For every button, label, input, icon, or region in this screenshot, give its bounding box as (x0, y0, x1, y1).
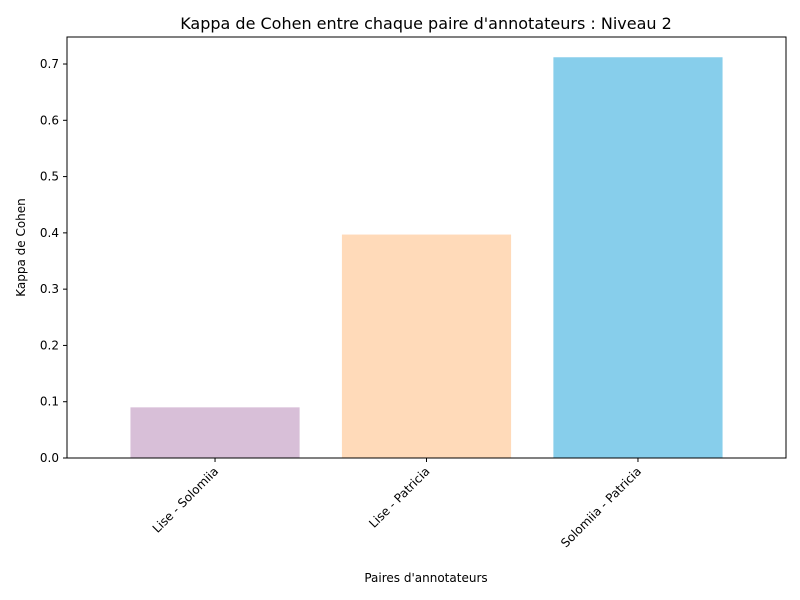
x-tick-label: Lise - Patricia (366, 464, 432, 530)
y-tick-label: 0.0 (40, 451, 59, 465)
bar-2 (341, 234, 512, 458)
bar-1 (130, 407, 300, 458)
x-axis: Lise - Solomiia Lise - Patricia Solomiia -… (150, 458, 644, 550)
bar-3 (553, 57, 723, 459)
y-tick-label: 0.3 (40, 282, 59, 296)
y-axis: 0.0 0.1 0.2 0.3 0.4 0.5 0.6 0.7 (40, 57, 67, 465)
y-axis-label: Kappa de Cohen (14, 198, 28, 297)
x-tick-label: Solomiia - Patricia (558, 464, 644, 550)
x-tick-label: Lise - Solomiia (150, 464, 221, 535)
y-tick-label: 0.5 (40, 170, 59, 184)
y-tick-label: 0.1 (40, 395, 59, 409)
chart-title: Kappa de Cohen entre chaque paire d'anno… (180, 14, 672, 33)
y-tick-label: 0.2 (40, 338, 59, 352)
bars-group (130, 57, 723, 459)
y-tick-label: 0.4 (40, 226, 59, 240)
y-tick-label: 0.6 (40, 113, 59, 127)
y-tick-label: 0.7 (40, 57, 59, 71)
x-axis-label: Paires d'annotateurs (364, 571, 487, 585)
plot-frame (66, 36, 787, 459)
